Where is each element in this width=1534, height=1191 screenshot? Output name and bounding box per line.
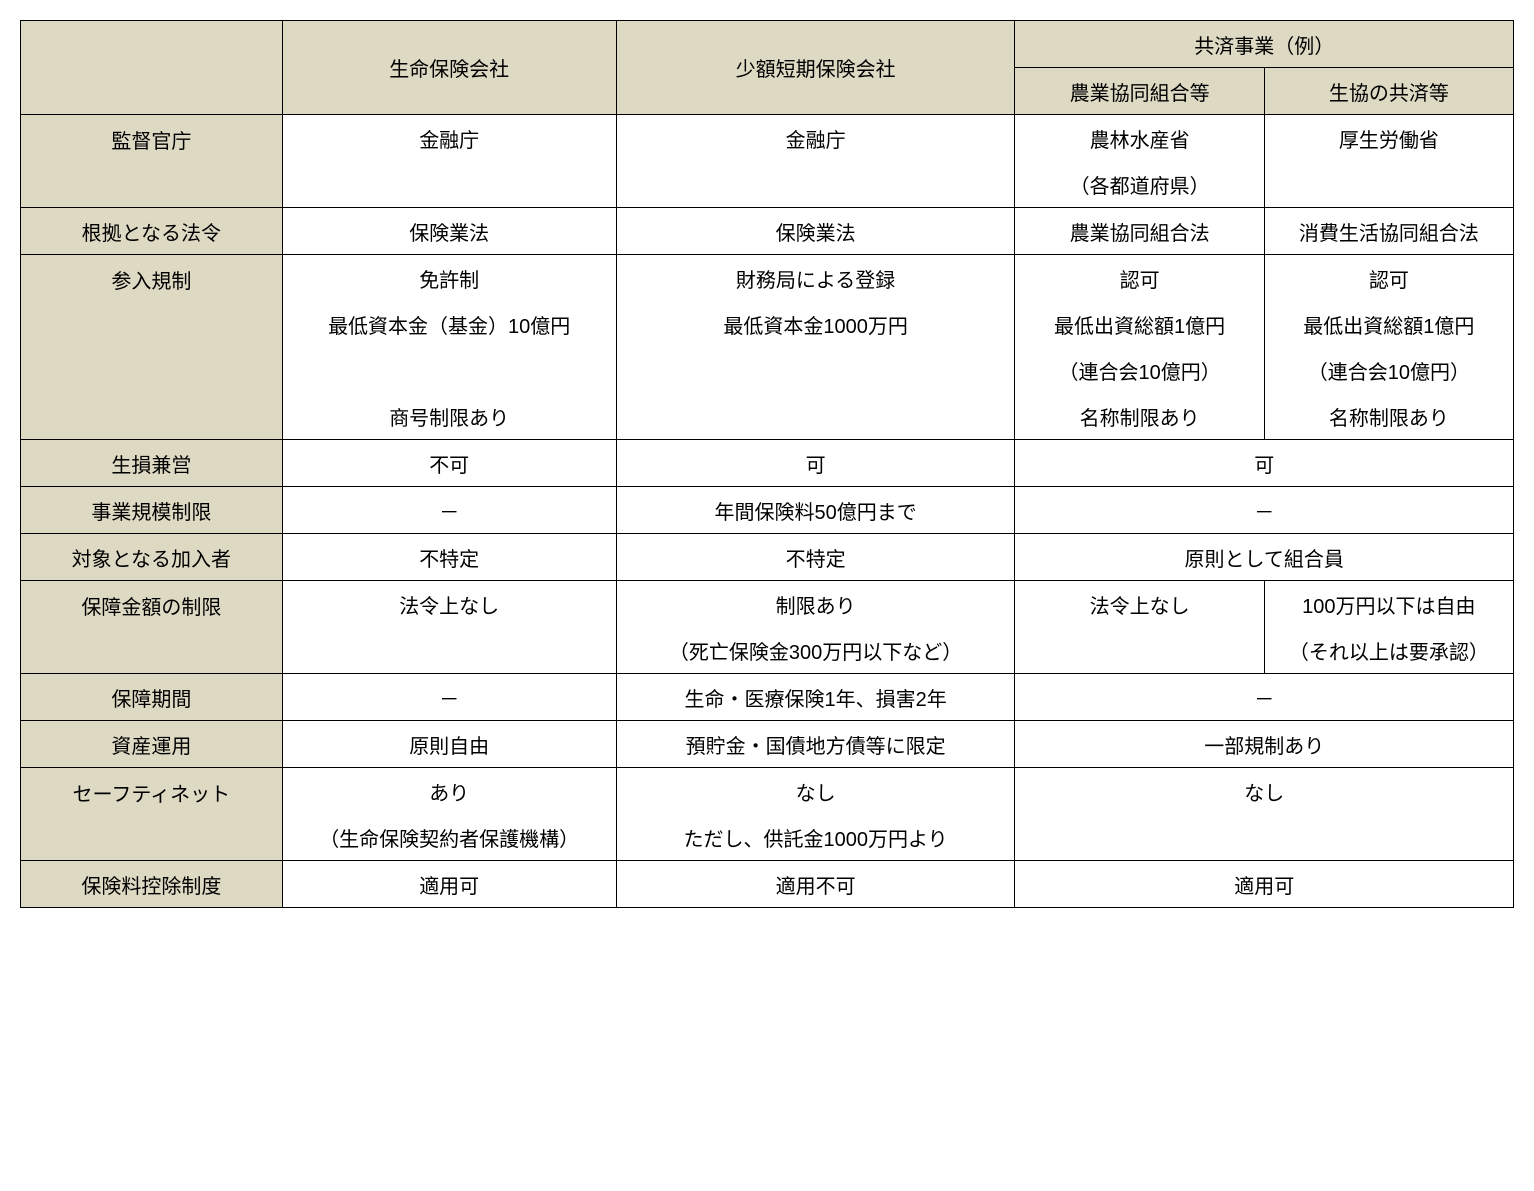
safety-mutual-2 <box>1015 814 1514 861</box>
label-safety: セーフティネット <box>21 768 283 861</box>
row-amount-1: 保障金額の制限 法令上なし 制限あり 法令上なし 100万円以下は自由 <box>21 581 1514 628</box>
supervisor-life-2 <box>282 161 616 208</box>
entry-life-3 <box>282 347 616 393</box>
period-life: － <box>282 674 616 721</box>
row-entry-1: 参入規制 免許制 財務局による登録 認可 認可 <box>21 255 1514 302</box>
deduction-mutual: 適用可 <box>1015 861 1514 908</box>
entry-life-2: 最低資本金（基金）10億円 <box>282 301 616 347</box>
entry-life-4: 商号制限あり <box>282 393 616 440</box>
label-supervisor: 監督官庁 <box>21 115 283 208</box>
scale-short: 年間保険料50億円まで <box>616 487 1015 534</box>
supervisor-agri: 農林水産省 <box>1015 115 1264 162</box>
header-mutual-top: 共済事業（例） <box>1015 21 1514 68</box>
label-period: 保障期間 <box>21 674 283 721</box>
entry-agri-3: （連合会10億円） <box>1015 347 1264 393</box>
safety-life-1: あり <box>282 768 616 815</box>
row-asset: 資産運用 原則自由 預貯金・国債地方債等に限定 一部規制あり <box>21 721 1514 768</box>
header-short: 少額短期保険会社 <box>616 21 1015 115</box>
amount-coop-2: （それ以上は要承認） <box>1264 627 1513 674</box>
label-target: 対象となる加入者 <box>21 534 283 581</box>
entry-coop-1: 認可 <box>1264 255 1513 302</box>
target-short: 不特定 <box>616 534 1015 581</box>
period-mutual: － <box>1015 674 1514 721</box>
entry-short-4 <box>616 393 1015 440</box>
safety-short-2: ただし、供託金1000万円より <box>616 814 1015 861</box>
supervisor-coop: 厚生労働省 <box>1264 115 1513 162</box>
dual-life: 不可 <box>282 440 616 487</box>
row-supervisor-1: 監督官庁 金融庁 金融庁 農林水産省 厚生労働省 <box>21 115 1514 162</box>
supervisor-coop-2 <box>1264 161 1513 208</box>
label-deduction: 保険料控除制度 <box>21 861 283 908</box>
asset-short: 預貯金・国債地方債等に限定 <box>616 721 1015 768</box>
amount-life-2 <box>282 627 616 674</box>
dual-mutual: 可 <box>1015 440 1514 487</box>
entry-coop-4: 名称制限あり <box>1264 393 1513 440</box>
label-law: 根拠となる法令 <box>21 208 283 255</box>
amount-agri-2 <box>1015 627 1264 674</box>
row-law: 根拠となる法令 保険業法 保険業法 農業協同組合法 消費生活協同組合法 <box>21 208 1514 255</box>
target-mutual: 原則として組合員 <box>1015 534 1514 581</box>
target-life: 不特定 <box>282 534 616 581</box>
header-blank <box>21 21 283 115</box>
deduction-life: 適用可 <box>282 861 616 908</box>
row-dual: 生損兼営 不可 可 可 <box>21 440 1514 487</box>
law-short: 保険業法 <box>616 208 1015 255</box>
law-coop: 消費生活協同組合法 <box>1264 208 1513 255</box>
row-target: 対象となる加入者 不特定 不特定 原則として組合員 <box>21 534 1514 581</box>
amount-agri-1: 法令上なし <box>1015 581 1264 628</box>
safety-mutual-1: なし <box>1015 768 1514 815</box>
entry-short-2: 最低資本金1000万円 <box>616 301 1015 347</box>
header-life: 生命保険会社 <box>282 21 616 115</box>
scale-life: － <box>282 487 616 534</box>
law-agri: 農業協同組合法 <box>1015 208 1264 255</box>
dual-short: 可 <box>616 440 1015 487</box>
header-row-1: 生命保険会社 少額短期保険会社 共済事業（例） <box>21 21 1514 68</box>
asset-life: 原則自由 <box>282 721 616 768</box>
entry-short-3 <box>616 347 1015 393</box>
label-dual: 生損兼営 <box>21 440 283 487</box>
label-scale: 事業規模制限 <box>21 487 283 534</box>
safety-short-1: なし <box>616 768 1015 815</box>
amount-coop-1: 100万円以下は自由 <box>1264 581 1513 628</box>
supervisor-short-2 <box>616 161 1015 208</box>
entry-agri-4: 名称制限あり <box>1015 393 1264 440</box>
supervisor-agri-2: （各都道府県） <box>1015 161 1264 208</box>
entry-coop-2: 最低出資総額1億円 <box>1264 301 1513 347</box>
law-life: 保険業法 <box>282 208 616 255</box>
entry-coop-3: （連合会10億円） <box>1264 347 1513 393</box>
header-agri: 農業協同組合等 <box>1015 68 1264 115</box>
row-period: 保障期間 － 生命・医療保険1年、損害2年 － <box>21 674 1514 721</box>
row-scale: 事業規模制限 － 年間保険料50億円まで － <box>21 487 1514 534</box>
entry-short-1: 財務局による登録 <box>616 255 1015 302</box>
scale-mutual: － <box>1015 487 1514 534</box>
safety-life-2: （生命保険契約者保護機構） <box>282 814 616 861</box>
supervisor-short: 金融庁 <box>616 115 1015 162</box>
entry-life-1: 免許制 <box>282 255 616 302</box>
header-coop: 生協の共済等 <box>1264 68 1513 115</box>
label-entry: 参入規制 <box>21 255 283 440</box>
label-amount: 保障金額の制限 <box>21 581 283 674</box>
amount-life-1: 法令上なし <box>282 581 616 628</box>
row-deduction: 保険料控除制度 適用可 適用不可 適用可 <box>21 861 1514 908</box>
asset-mutual: 一部規制あり <box>1015 721 1514 768</box>
comparison-table: 生命保険会社 少額短期保険会社 共済事業（例） 農業協同組合等 生協の共済等 監… <box>20 20 1514 908</box>
amount-short-1: 制限あり <box>616 581 1015 628</box>
entry-agri-1: 認可 <box>1015 255 1264 302</box>
supervisor-life: 金融庁 <box>282 115 616 162</box>
row-safety-1: セーフティネット あり なし なし <box>21 768 1514 815</box>
amount-short-2: （死亡保険金300万円以下など） <box>616 627 1015 674</box>
deduction-short: 適用不可 <box>616 861 1015 908</box>
period-short: 生命・医療保険1年、損害2年 <box>616 674 1015 721</box>
label-asset: 資産運用 <box>21 721 283 768</box>
entry-agri-2: 最低出資総額1億円 <box>1015 301 1264 347</box>
